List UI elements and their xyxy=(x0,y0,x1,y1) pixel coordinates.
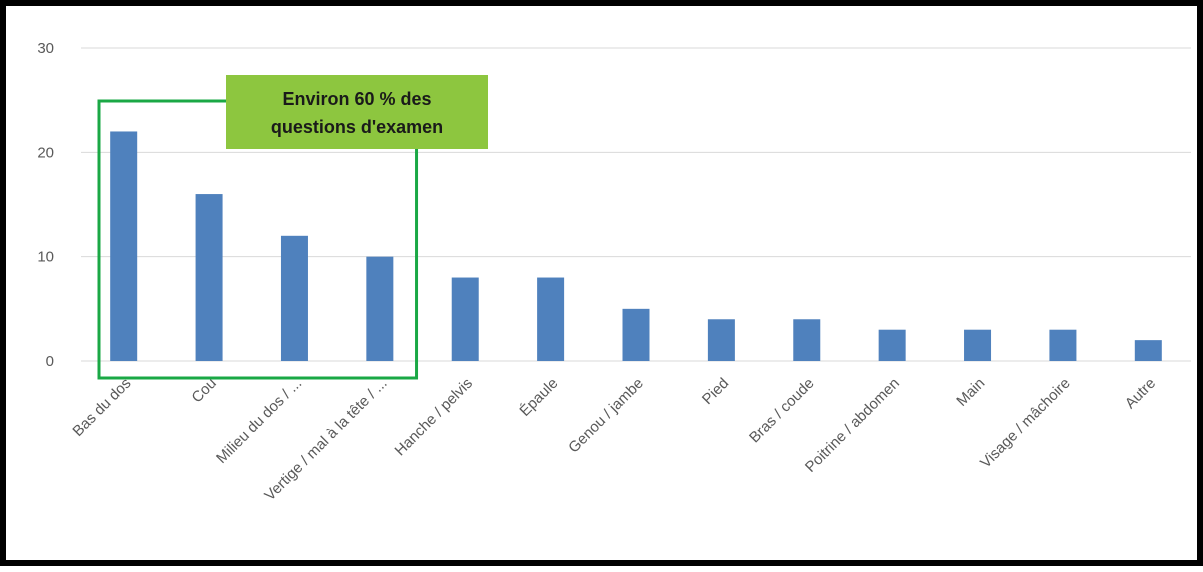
x-category-label: Genou / jambe xyxy=(565,375,647,457)
x-category-label: Poitrine / abdomen xyxy=(802,375,903,476)
bar xyxy=(451,277,479,361)
x-category-label: Hanche / pelvis xyxy=(392,375,477,460)
bar xyxy=(366,256,394,361)
bar xyxy=(707,319,735,361)
y-tick-label: 10 xyxy=(37,249,54,266)
x-category-label: Milieu du dos / ... xyxy=(213,375,305,467)
y-tick-label: 0 xyxy=(46,353,54,370)
x-category-label: Cou xyxy=(188,375,219,406)
bar xyxy=(537,277,565,361)
x-category-label: Autre xyxy=(1122,375,1159,412)
annotation-callout xyxy=(226,75,488,149)
bar xyxy=(964,329,992,361)
x-category-label: Bas du dos xyxy=(69,375,134,440)
annotation-text-line-1: Environ 60 % des xyxy=(282,89,431,109)
y-tick-label: 30 xyxy=(37,40,54,57)
bar xyxy=(878,329,906,361)
annotation: Environ 60 % des questions d'examen xyxy=(97,75,488,380)
x-category-label: Visage / mâchoire xyxy=(977,375,1074,472)
y-tick-label: 20 xyxy=(37,144,54,161)
bar xyxy=(793,319,821,361)
bar xyxy=(622,308,650,361)
bars xyxy=(110,131,1162,361)
bar xyxy=(1134,340,1162,361)
bar xyxy=(110,131,138,361)
x-category-label: Pied xyxy=(699,375,732,408)
annotation-text-line-2: questions d'examen xyxy=(271,117,443,137)
bar xyxy=(280,235,308,361)
bar xyxy=(1049,329,1077,361)
bar xyxy=(195,194,223,361)
x-category-label: Bras / coude xyxy=(746,375,818,447)
y-axis-ticks: 0 10 20 30 xyxy=(37,40,54,370)
x-category-label: Main xyxy=(953,375,988,410)
x-category-label: Épaule xyxy=(516,375,561,420)
